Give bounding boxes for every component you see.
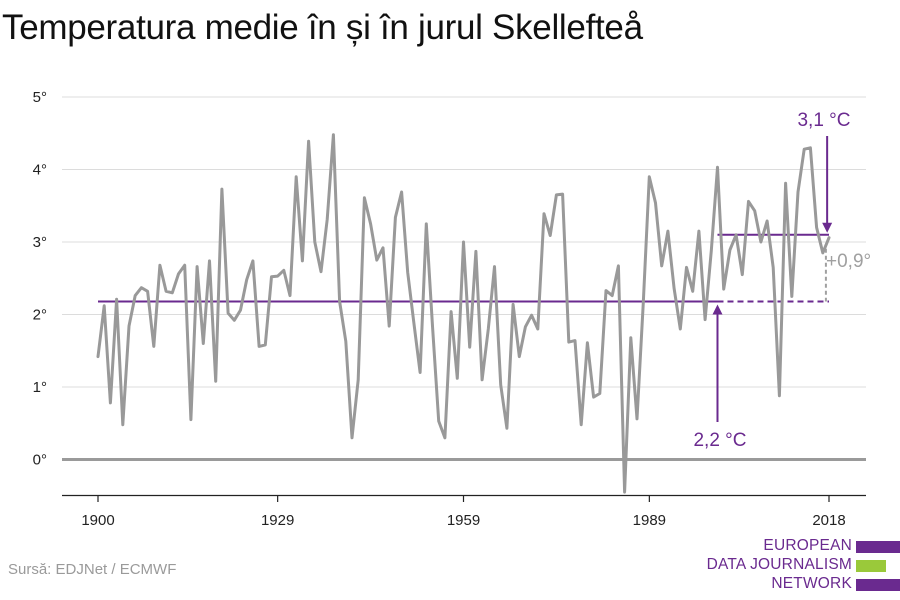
x-tick-label: 2018	[812, 512, 845, 529]
gridlines	[62, 96, 866, 461]
logo-bar-purple-bottom	[856, 579, 900, 591]
y-tick-label: 3°	[33, 234, 47, 251]
x-tick-label: 1900	[81, 512, 114, 529]
y-tick-label: 5°	[33, 89, 47, 106]
temperature-series-line	[96, 133, 831, 494]
y-tick-label: 4°	[33, 162, 47, 179]
axes: 0° 1° 2° 3° 4° 5° 1900 1929 1959 1989 2018	[33, 89, 866, 529]
annotation-difference: +0,9°	[826, 251, 871, 272]
logo-line-1: EUROPEAN	[763, 537, 852, 554]
annotation-2-2: 2,2 °C	[693, 430, 746, 451]
x-tick-label: 1929	[261, 512, 294, 529]
x-tick-label: 1989	[633, 512, 666, 529]
annotations: 3,1 °C 2,2 °C +0,9°	[693, 110, 871, 451]
y-tick-label: 2°	[33, 307, 47, 324]
y-tick-label: 1°	[33, 379, 47, 396]
arrow-2-2-head	[712, 304, 723, 315]
arrow-3-1-head	[822, 222, 833, 233]
edjnet-logo[interactable]: EUROPEAN DATA JOURNALISM NETWORK	[700, 537, 900, 597]
x-tick-label: 1959	[447, 512, 480, 529]
logo-bar-purple-top	[856, 541, 900, 553]
logo-line-2: DATA JOURNALISM	[706, 556, 852, 573]
logo-bar-green	[856, 560, 886, 572]
y-tick-label: 0°	[33, 452, 47, 469]
series-layer	[96, 133, 831, 494]
source-note: Sursă: EDJNet / ECMWF	[8, 561, 177, 578]
annotation-3-1: 3,1 °C	[797, 110, 850, 131]
chart-title: Temperatura medie în și în jurul Skellef…	[2, 8, 643, 47]
logo-line-3: NETWORK	[771, 575, 852, 592]
